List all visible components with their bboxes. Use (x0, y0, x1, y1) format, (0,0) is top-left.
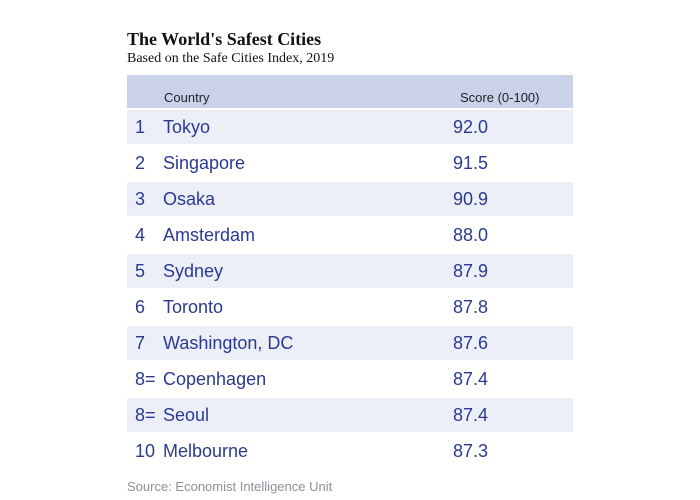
table-header: Country Score (0-100) (127, 75, 573, 108)
rank-cell: 2 (135, 152, 146, 173)
table-row: 4 Amsterdam 88.0 (127, 218, 573, 252)
city-cell: Sydney (163, 260, 224, 281)
title-block: The World's Safest Cities Based on the S… (127, 28, 334, 68)
score-cell: 87.6 (453, 332, 489, 353)
table-row: 5 Sydney 87.9 (127, 254, 573, 288)
rank-cell: 7 (135, 332, 146, 353)
table-row: 6 Toronto 87.8 (127, 290, 573, 324)
table-body: 1 Tokyo 92.0 2 Singapore 91.5 3 Osaka 90.9 4 Amste… (127, 110, 573, 468)
table-row: 7 Washington, DC 87.6 (127, 326, 573, 360)
city-cell: Washington, DC (163, 332, 294, 353)
table-row: 2 Singapore 91.5 (127, 146, 573, 180)
rank-cell: 1 (135, 116, 146, 137)
chart-subtitle: Based on the Safe Cities Index, 2019 (127, 51, 335, 66)
city-cell: Seoul (163, 404, 210, 425)
header-score: Score (0-100) (460, 90, 540, 105)
rank-cell: 10 (135, 440, 156, 461)
city-cell: Copenhagen (163, 368, 267, 389)
rank-cell: 4 (135, 224, 146, 245)
city-cell: Toronto (163, 296, 224, 317)
rank-cell: 8= (135, 368, 156, 389)
chart-title: The World's Safest Cities (127, 29, 322, 49)
city-cell: Amsterdam (163, 224, 256, 245)
table-row: 3 Osaka 90.9 (127, 182, 573, 216)
table-row: 1 Tokyo 92.0 (127, 110, 573, 144)
table-row: 8= Copenhagen 87.4 (127, 362, 573, 396)
city-cell: Osaka (163, 188, 216, 209)
score-cell: 88.0 (453, 224, 489, 245)
table-row: 8= Seoul 87.4 (127, 398, 573, 432)
table-row: 10 Melbourne 87.3 (127, 434, 573, 468)
score-cell: 87.9 (453, 260, 489, 281)
city-cell: Melbourne (163, 440, 249, 461)
score-cell: 87.4 (453, 404, 489, 425)
safe-cities-table: Country Score (0-100) 1 Tokyo 92.0 2 Singapo… (127, 75, 573, 468)
city-cell: Tokyo (163, 116, 211, 137)
rank-cell: 5 (135, 260, 146, 281)
rank-cell: 6 (135, 296, 146, 317)
score-cell: 87.4 (453, 368, 489, 389)
city-cell: Singapore (163, 152, 246, 173)
header-country: Country (164, 90, 210, 105)
rank-cell: 3 (135, 188, 146, 209)
score-cell: 87.3 (453, 440, 489, 461)
score-cell: 90.9 (453, 188, 489, 209)
score-cell: 91.5 (453, 152, 489, 173)
score-cell: 92.0 (453, 116, 489, 137)
rank-cell: 8= (135, 404, 156, 425)
score-cell: 87.8 (453, 296, 489, 317)
source-note: Source: Economist Intelligence Unit (127, 479, 333, 494)
